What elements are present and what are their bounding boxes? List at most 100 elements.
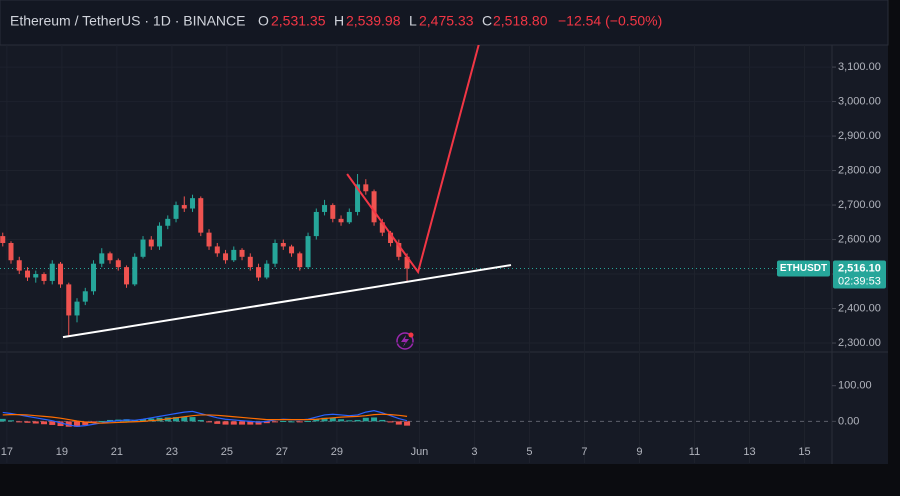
histogram-bar — [379, 419, 386, 422]
candle-body — [16, 260, 22, 271]
candle-body — [322, 205, 328, 212]
x-tick-label: 27 — [276, 446, 288, 458]
x-tick-label: 3 — [471, 446, 477, 458]
histogram-bar — [57, 421, 64, 427]
x-tick-label: 7 — [581, 446, 587, 458]
histogram-bar — [24, 421, 31, 423]
y-tick-label: 2,600.00 — [838, 233, 881, 245]
candle-body — [396, 242, 402, 257]
change: −12.54 (−0.50%) — [558, 13, 662, 29]
candle-body — [363, 184, 369, 192]
histogram-bar — [74, 421, 81, 427]
candle-body — [404, 256, 410, 269]
y-tick-label: 2,400.00 — [838, 302, 881, 314]
y-tick-label: 2,800.00 — [838, 164, 881, 176]
alert-icon[interactable] — [396, 332, 414, 350]
histogram-bar — [98, 421, 105, 423]
x-tick-label: 23 — [166, 446, 178, 458]
histogram-bar — [255, 421, 262, 425]
candle-body — [49, 263, 55, 281]
candle-body — [74, 301, 80, 316]
histogram-bar — [16, 421, 23, 423]
ohlc-label: C — [482, 13, 492, 29]
histogram-bar — [346, 420, 353, 422]
candle-body — [115, 260, 121, 268]
y-tick-label: 3,000.00 — [838, 95, 881, 107]
indicator-line — [2, 413, 408, 424]
candle-body — [82, 291, 88, 302]
candle-body — [272, 242, 278, 264]
candle-body — [157, 225, 163, 247]
histogram-bar — [0, 418, 6, 422]
ohlc-label: L — [409, 13, 417, 29]
ohlc-label: H — [334, 13, 344, 29]
x-tick-label: 9 — [636, 446, 642, 458]
symbol-tag — [777, 260, 830, 277]
candle-body — [25, 270, 31, 278]
candle-body — [338, 218, 344, 223]
candle-body — [181, 205, 187, 209]
trend-line — [346, 45, 480, 275]
histogram-bar — [189, 417, 196, 422]
price-tag — [833, 260, 886, 289]
candle-body — [132, 256, 138, 285]
histogram-bar — [354, 419, 361, 422]
candle-body — [140, 239, 146, 257]
ohlc-value: 2,539.98 — [346, 13, 401, 29]
candle-body — [41, 274, 47, 281]
histogram-bar — [41, 421, 48, 425]
candle-body — [124, 267, 130, 285]
x-tick-label: 25 — [221, 446, 233, 458]
y-tick-label: 2,700.00 — [838, 199, 881, 211]
histogram-bar — [173, 417, 180, 422]
price-label: 2,516.10 — [838, 262, 881, 274]
candle-body — [223, 253, 229, 261]
candle-body — [99, 253, 105, 264]
histogram-bar — [206, 421, 213, 423]
histogram-bar — [140, 419, 147, 422]
histogram-bar — [272, 421, 279, 423]
histogram-bar — [371, 417, 378, 422]
histogram-bar — [32, 421, 39, 424]
trend-line — [62, 264, 512, 339]
candle-body — [256, 267, 262, 278]
y-tick-label: 0.00 — [838, 415, 859, 427]
candle-body — [239, 249, 245, 257]
histogram-bar — [288, 421, 295, 423]
histogram-bar — [263, 421, 270, 424]
indicator-pane — [0, 410, 832, 427]
candle-body — [148, 239, 154, 247]
histogram-bar — [230, 421, 237, 425]
candle-body — [355, 184, 361, 212]
candle-body — [280, 242, 286, 247]
candle-body — [297, 253, 303, 268]
histogram-bar — [82, 421, 89, 425]
histogram-bar — [197, 419, 204, 422]
histogram-bar — [247, 421, 254, 425]
ohlc-value: 2,475.33 — [419, 13, 474, 29]
histogram-bar — [8, 420, 15, 422]
candle-body — [173, 205, 179, 219]
x-tick-label: Jun — [411, 446, 429, 458]
histogram-bar — [338, 419, 345, 422]
candle-body — [330, 205, 336, 219]
histogram-bar — [90, 421, 97, 423]
candle-body — [8, 242, 14, 261]
histogram-bar — [222, 421, 229, 425]
histogram-bar — [49, 421, 56, 425]
histogram-bar — [65, 421, 72, 427]
histogram-bar — [321, 417, 328, 422]
histogram-bar — [280, 421, 287, 423]
candle-body — [0, 236, 6, 243]
candle-body — [190, 198, 196, 209]
candle-body — [379, 222, 385, 233]
candle-body — [388, 232, 394, 243]
ohlc-value: 2,531.35 — [271, 13, 326, 29]
histogram-bar — [107, 419, 114, 422]
histogram-bar — [296, 421, 303, 423]
candle-body — [91, 263, 97, 292]
y-tick-label: 2,300.00 — [838, 337, 881, 349]
ohlc-label: O — [258, 13, 269, 29]
x-tick-label: 29 — [331, 446, 343, 458]
